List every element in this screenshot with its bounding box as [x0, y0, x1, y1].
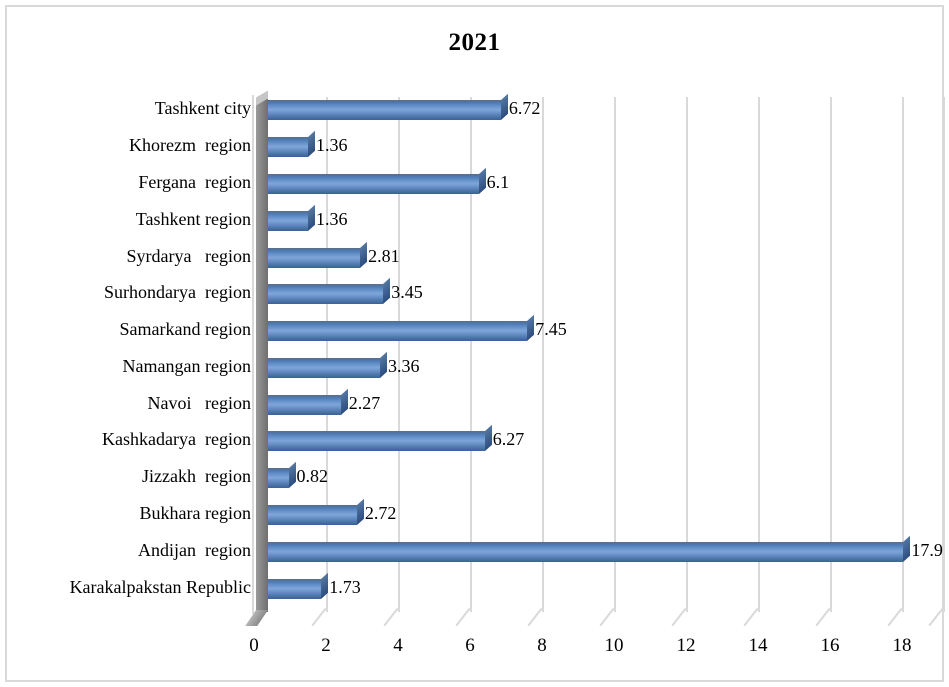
gridline-10 [599, 97, 616, 627]
x-tick-label-4: 4 [393, 635, 403, 656]
gridline-16 [815, 97, 832, 627]
category-label: Syrdarya region [126, 245, 251, 266]
value-label: 6.72 [508, 98, 541, 119]
chart-title: 2021 [448, 29, 501, 56]
value-label: 2.27 [348, 392, 381, 413]
bar-end-cap [383, 278, 391, 305]
x-tick-label-16: 16 [820, 635, 840, 656]
bar [268, 388, 348, 415]
x-tick-label-2: 2 [321, 635, 331, 656]
value-label: 1.36 [315, 135, 348, 156]
bar [268, 351, 387, 378]
value-label: 6.27 [492, 429, 525, 450]
category-label: Tashkent city [154, 98, 251, 119]
bar-end-cap [288, 461, 296, 489]
gridline-bend [743, 607, 759, 627]
gridline-bend [815, 607, 831, 627]
bar [268, 535, 911, 562]
gridline-18 [887, 97, 904, 627]
gridline-8 [527, 97, 544, 627]
value-label: 6.1 [486, 171, 510, 192]
gridline-bend [599, 607, 615, 627]
category-label: Namangan region [122, 355, 251, 376]
chart-frame: 2021 Tashkent city 6.72 Khorezm region 1.36… [5, 5, 945, 682]
plot-right-edge [928, 97, 945, 627]
x-tick-label-6: 6 [465, 635, 475, 656]
gridline-2 [311, 97, 328, 627]
bar-end-cap [307, 130, 315, 158]
bar [268, 314, 535, 342]
bar-end-cap [903, 535, 911, 562]
value-label: 2.72 [364, 503, 397, 524]
bar [268, 94, 508, 121]
wall-top-bevel [256, 90, 268, 106]
gridline-12 [671, 97, 688, 627]
bar-end-cap [307, 204, 315, 231]
value-label: 3.45 [391, 282, 423, 303]
category-label: Kashkadarya region [102, 429, 251, 450]
category-label: Tashkent region [135, 208, 251, 229]
wall-foot-bevel [245, 610, 268, 626]
bar [268, 425, 492, 452]
bar [268, 572, 329, 599]
x-tick-label-0: 0 [249, 635, 259, 656]
category-label: Navoi region [147, 392, 251, 413]
category-label: Jizzakh region [142, 466, 251, 487]
x-tick-label-10: 10 [604, 635, 624, 656]
gridline-6 [455, 97, 472, 627]
bar [268, 241, 368, 268]
bar-end-cap [484, 425, 492, 452]
category-label: Surhondarya region [104, 282, 251, 303]
gridline-bend [311, 607, 327, 627]
x-tick-label-14: 14 [748, 635, 768, 656]
gridline-bend [887, 607, 903, 627]
plot-area: Tashkent city 6.72 Khorezm region 1.36 Ferga… [7, 7, 945, 680]
value-label: 0.82 [296, 466, 329, 487]
bar-end-cap [379, 351, 387, 378]
bar-end-cap [478, 167, 486, 194]
bar-end-cap [527, 314, 535, 342]
bar [268, 278, 391, 305]
category-label: Samarkand region [119, 319, 251, 340]
x-tick-label-8: 8 [537, 635, 547, 656]
value-label: 2.81 [368, 245, 400, 266]
x-tick-label-18: 18 [892, 635, 912, 656]
category-label: Karakalpakstan Republic [69, 576, 251, 597]
category-label: Bukhara region [139, 503, 251, 524]
bar [268, 130, 315, 158]
gridline-bend [671, 607, 687, 627]
category-label: Khorezm region [129, 135, 251, 156]
gridline-bend [455, 607, 471, 627]
bar-end-cap [500, 94, 508, 121]
bar-end-cap [360, 241, 368, 268]
gridline-bend [928, 607, 944, 627]
x-tick-label-12: 12 [676, 635, 696, 656]
value-label: 3.36 [387, 355, 420, 376]
value-label: 7.45 [535, 319, 567, 340]
bar [268, 498, 364, 526]
value-axis-wall [245, 90, 268, 626]
category-label: Andijan region [138, 539, 251, 560]
gridline-4 [383, 97, 400, 627]
bar-end-cap [356, 498, 364, 526]
gridline-14 [743, 97, 760, 627]
value-label: 1.73 [329, 576, 361, 597]
axis-backline [252, 95, 254, 614]
bar [268, 167, 486, 194]
bar [268, 461, 296, 489]
gridline-bend [383, 607, 399, 627]
bar-end-cap [340, 388, 348, 415]
value-label: 17.9 [911, 539, 943, 560]
value-label: 1.36 [315, 208, 348, 229]
gridline-bend [527, 607, 543, 627]
category-label: Fergana region [138, 171, 251, 192]
bar [268, 204, 315, 231]
